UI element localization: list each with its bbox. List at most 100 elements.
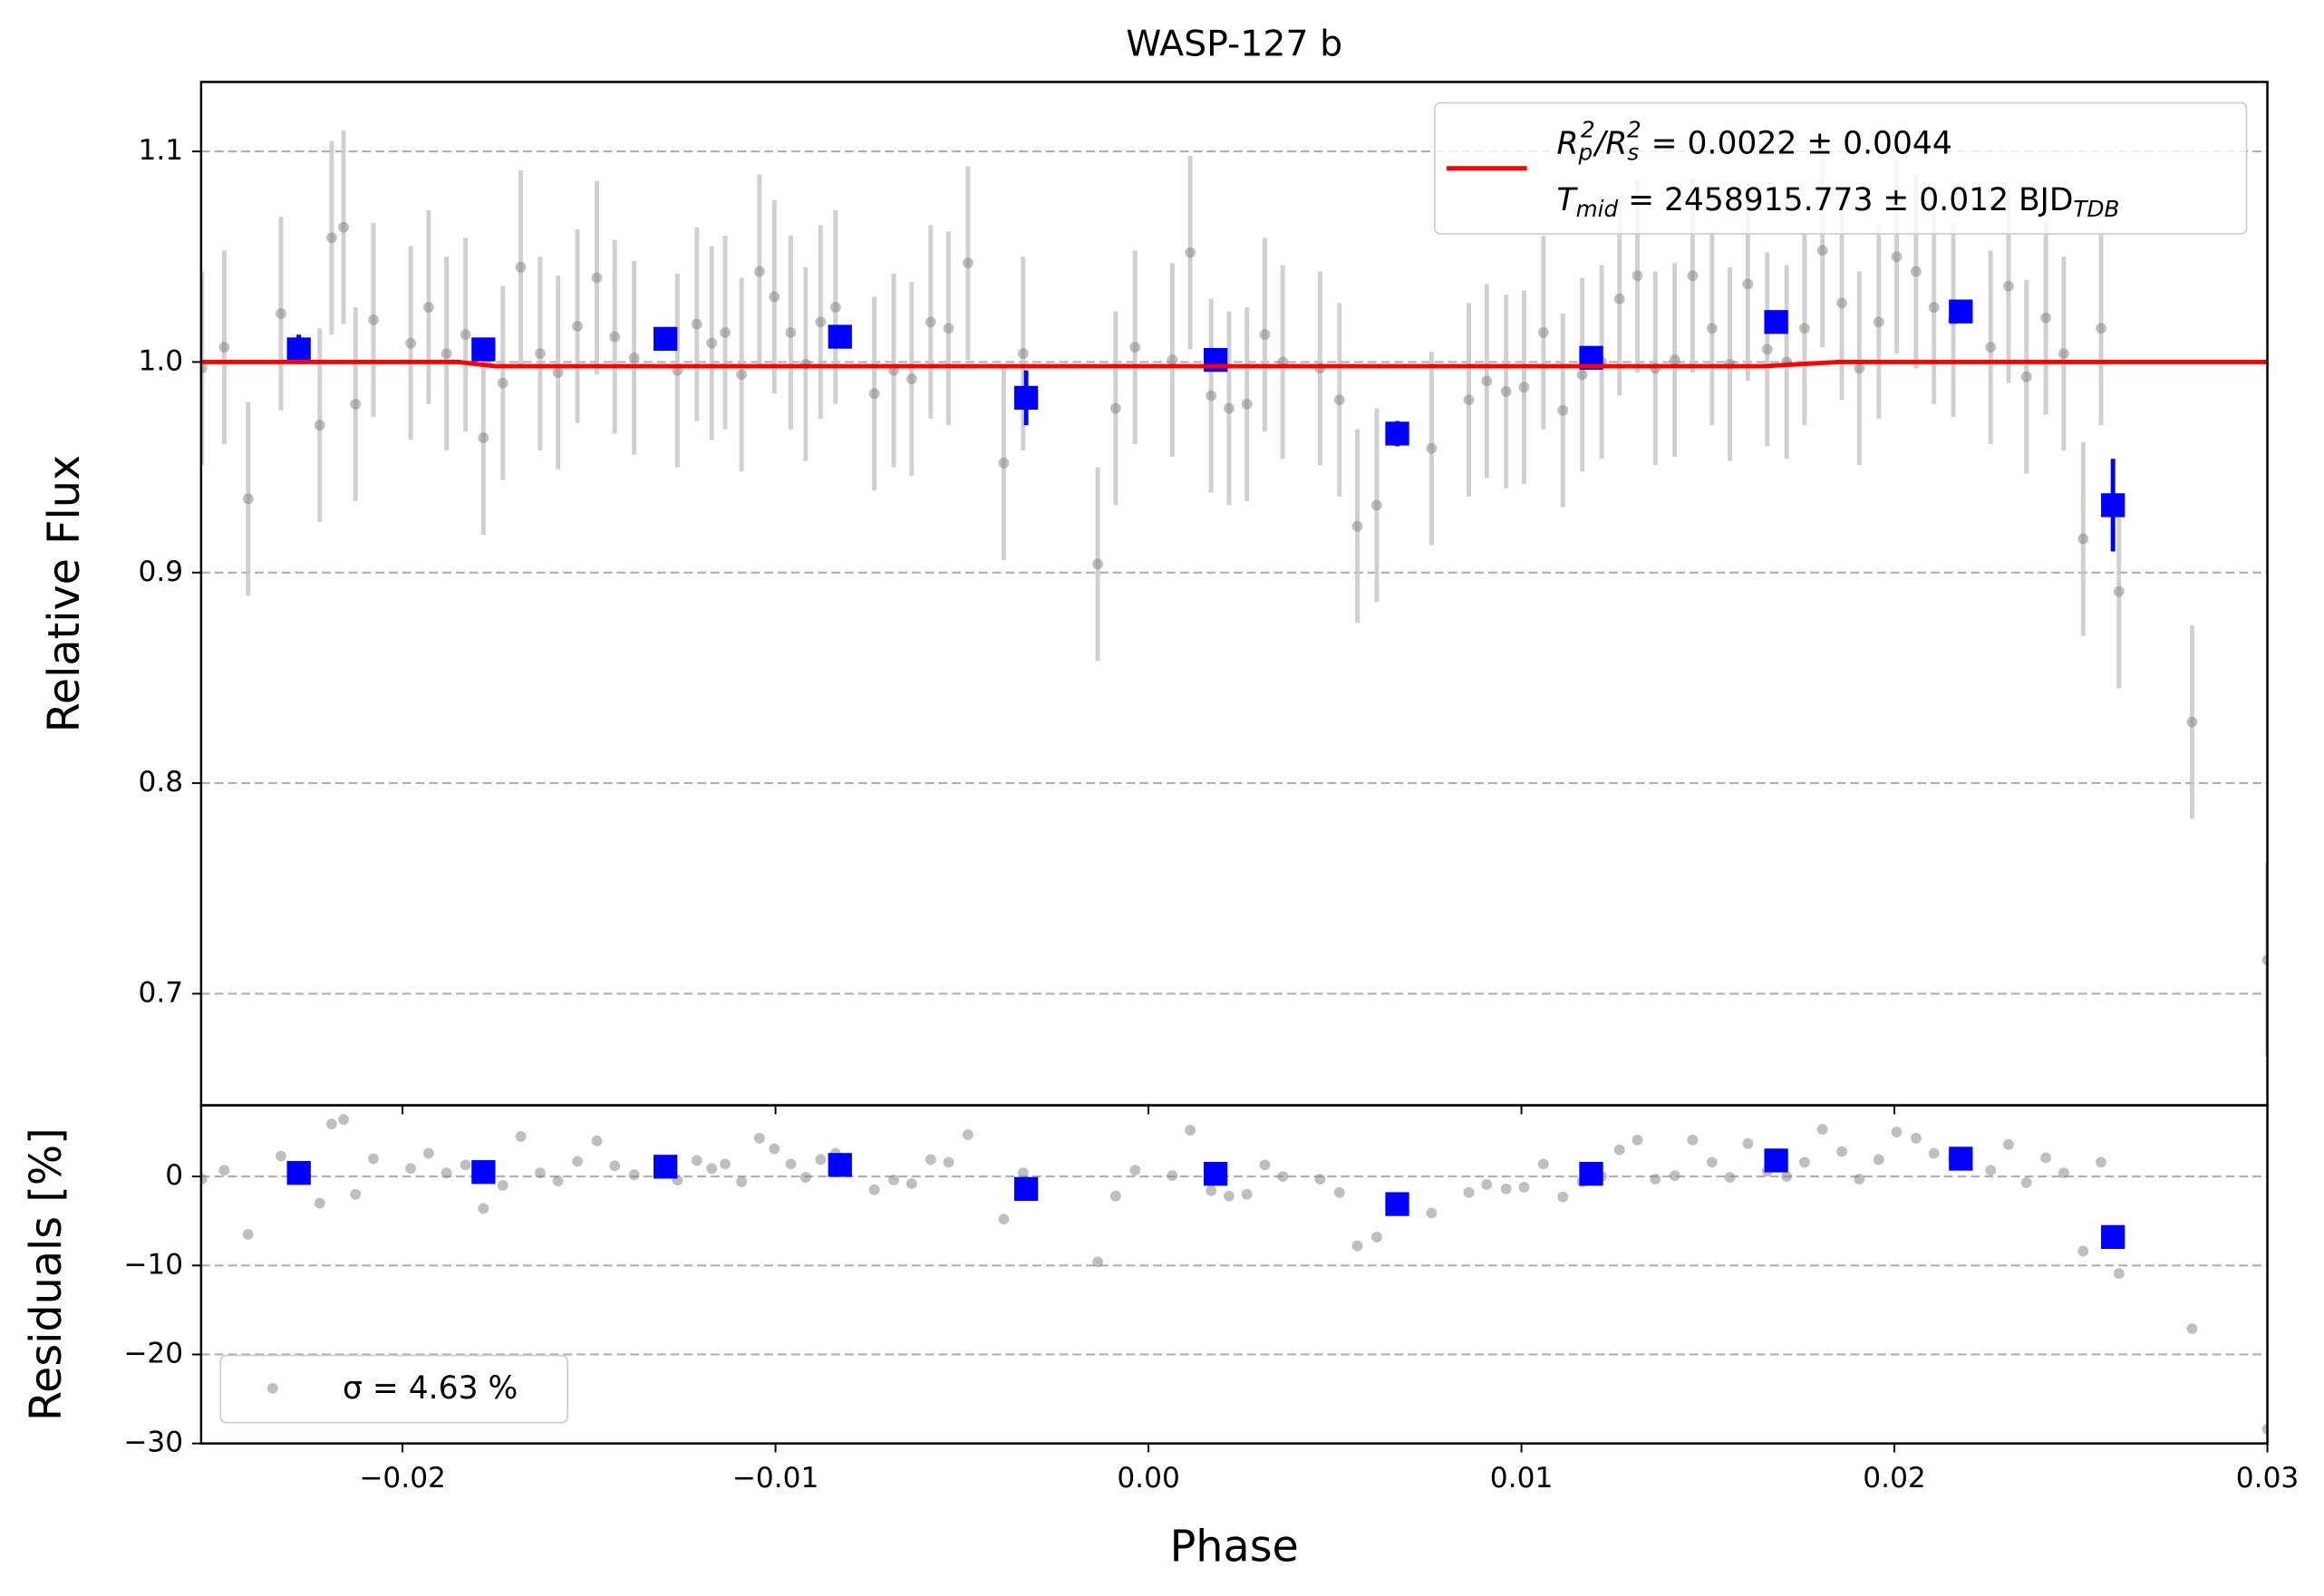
data-point xyxy=(925,1154,936,1166)
data-point xyxy=(706,1163,718,1175)
data-point xyxy=(1742,278,1754,290)
data-point xyxy=(1224,402,1235,414)
data-point xyxy=(1781,1171,1793,1183)
data-point xyxy=(1650,1174,1661,1185)
data-point xyxy=(591,272,603,284)
data-point xyxy=(1017,1167,1029,1179)
data-point xyxy=(218,1165,230,1176)
data-point xyxy=(1706,1156,1718,1168)
data-point xyxy=(314,420,325,431)
data-point xyxy=(2020,371,2032,382)
data-point xyxy=(1259,1159,1271,1171)
data-point xyxy=(1985,342,1997,353)
x-tick-label: 0.01 xyxy=(1490,1462,1554,1494)
data-point xyxy=(405,1163,417,1175)
data-point xyxy=(1911,266,1922,277)
data-point xyxy=(478,1203,489,1214)
data-point xyxy=(799,1172,811,1184)
data-point xyxy=(2096,1156,2106,1168)
data-point xyxy=(2186,1323,2198,1334)
data-point xyxy=(2020,1177,2032,1188)
data-point xyxy=(1426,1207,1438,1219)
data-point xyxy=(609,1160,621,1172)
binned-point xyxy=(471,1160,496,1185)
y-tick-label: −10 xyxy=(123,1248,183,1281)
binned-point xyxy=(1579,1162,1603,1186)
legend-text-part: p xyxy=(1578,139,1593,165)
data-point xyxy=(962,257,973,269)
data-point xyxy=(753,266,765,277)
y-tick-label: 1.1 xyxy=(139,134,184,167)
data-point xyxy=(785,326,797,338)
data-point xyxy=(1500,386,1512,397)
data-point xyxy=(2058,348,2069,360)
binned-point xyxy=(1949,1146,1973,1171)
data-point xyxy=(1206,1185,1217,1196)
data-point xyxy=(325,1118,337,1130)
data-point xyxy=(422,1147,434,1159)
data-point xyxy=(1632,270,1643,282)
legend-text-part: /R xyxy=(1593,125,1628,161)
data-point xyxy=(325,232,337,244)
data-point xyxy=(943,1156,954,1168)
data-point xyxy=(1241,398,1253,410)
data-point xyxy=(1669,354,1680,366)
data-point xyxy=(609,331,621,343)
legend-text-part: R xyxy=(1557,125,1579,161)
x-tick-label: 0.02 xyxy=(1863,1462,1926,1494)
data-point xyxy=(1891,251,1903,263)
data-point xyxy=(1333,1186,1345,1198)
x-tick-label: 0.03 xyxy=(2236,1462,2300,1494)
legend-text-part: T xyxy=(1557,181,1579,218)
data-point xyxy=(1206,390,1217,401)
data-point xyxy=(1613,293,1625,305)
data-point xyxy=(1854,363,1865,374)
data-point xyxy=(1463,1186,1475,1198)
binned-point xyxy=(286,1161,311,1185)
data-point xyxy=(1985,1165,1997,1176)
data-point xyxy=(1129,342,1141,353)
data-point xyxy=(200,1174,208,1185)
data-point xyxy=(1836,297,1847,309)
data-point xyxy=(535,348,546,360)
data-point xyxy=(2113,585,2125,597)
legend-text-part: TDB xyxy=(2073,196,2119,222)
model-line xyxy=(200,359,2268,369)
binned-point xyxy=(1203,1162,1228,1186)
data-point xyxy=(1557,404,1569,416)
data-point xyxy=(1798,323,1810,334)
legend-box xyxy=(1433,102,2248,235)
data-point xyxy=(1518,382,1530,393)
data-point xyxy=(1816,1124,1828,1135)
data-point xyxy=(998,458,1010,469)
data-point xyxy=(242,493,254,505)
data-point xyxy=(1537,326,1549,338)
data-point xyxy=(478,432,489,443)
binned-point xyxy=(1949,299,1973,324)
data-point xyxy=(943,323,954,334)
data-point xyxy=(1928,1147,1940,1159)
data-point xyxy=(1576,369,1588,381)
data-point xyxy=(441,1167,452,1179)
data-point xyxy=(1224,1190,1235,1202)
data-point xyxy=(1632,1134,1643,1146)
binned-point xyxy=(2101,1224,2125,1250)
data-point xyxy=(1928,302,1940,313)
data-point xyxy=(1891,1127,1903,1137)
binned-point xyxy=(1385,421,1409,446)
data-point xyxy=(1537,1158,1549,1170)
data-point xyxy=(1092,1256,1104,1268)
y-tick-label: 0.8 xyxy=(139,766,184,798)
data-point xyxy=(460,1159,471,1171)
data-point xyxy=(628,352,640,363)
data-point xyxy=(1481,375,1493,387)
data-point xyxy=(628,1169,640,1181)
data-point xyxy=(829,302,841,313)
data-point xyxy=(572,321,583,332)
data-point xyxy=(1687,1134,1699,1146)
binned-point xyxy=(1385,1192,1409,1216)
data-point xyxy=(338,221,349,233)
data-point xyxy=(1557,1191,1569,1203)
binned-point xyxy=(471,337,496,362)
